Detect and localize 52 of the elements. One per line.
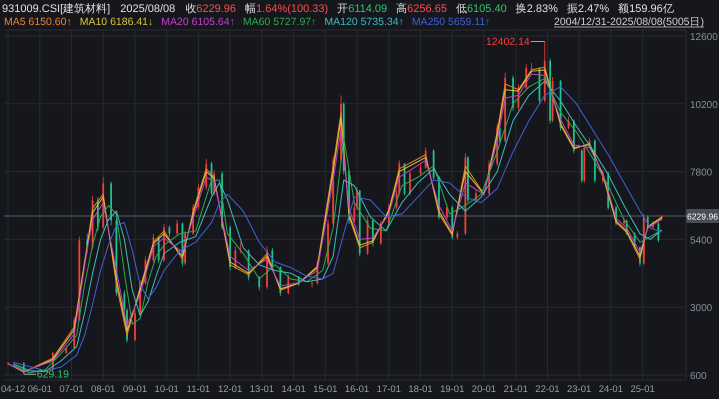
- annotation: 12402.14: [486, 36, 530, 48]
- y-tick-label: 5400: [690, 235, 713, 246]
- x-tick-label: 06-01: [28, 384, 52, 395]
- candlestick: [168, 224, 170, 237]
- annotation: 629.19: [36, 368, 70, 381]
- text: 开6114.09: [337, 3, 388, 15]
- y-tick-label: 3000: [690, 303, 713, 314]
- text: 换2.83%: [516, 3, 558, 15]
- text: 2004/12/31-2025/08/08(5005日): [554, 16, 704, 28]
- x-tick-label: 25-01: [630, 384, 655, 395]
- candlestick: [409, 170, 411, 196]
- text: 收6229.96: [185, 3, 236, 15]
- x-tick-label: 18-01: [408, 384, 433, 395]
- x-tick-label: 24-01: [598, 384, 624, 395]
- text: MA60 5727.97↑: [242, 16, 316, 28]
- text: MA20 6105.64↑: [161, 16, 235, 28]
- x-tick-label: 20-01: [472, 384, 496, 395]
- x-tick-label: 19-01: [440, 384, 464, 395]
- x-tick-label: 14-01: [281, 384, 306, 395]
- candlestick: [420, 164, 422, 176]
- x-tick-label: 10-01: [154, 384, 179, 395]
- x-tick-label: 17-01: [376, 384, 401, 395]
- y-tick-label: 12600: [690, 32, 718, 43]
- x-tick-label: 22-01: [535, 384, 560, 395]
- x-tick-label: 07-01: [59, 384, 84, 395]
- x-tick-label: 23-01: [566, 384, 592, 395]
- x-tick-label: 16-01: [344, 384, 370, 395]
- text: 额159.96亿: [618, 2, 674, 15]
- text: MA5 6150.60↑: [4, 16, 72, 28]
- ref-line-label: 6229.96: [686, 211, 718, 222]
- y-tick-label: 600: [690, 371, 708, 382]
- x-tick-label: 15-01: [313, 384, 338, 395]
- x-tick-label: 04-12: [1, 384, 26, 395]
- x-tick-label: 11-01: [186, 384, 210, 395]
- text: MA10 6186.41↓: [80, 16, 154, 28]
- text: 幅1.64%(100.33): [245, 3, 328, 15]
- x-tick-label: 12-01: [218, 384, 242, 395]
- candlestick: [446, 204, 448, 220]
- chart-title: 931009.CSI[建筑材料]: [2, 2, 110, 15]
- text: MA120 5735.34↑: [324, 16, 404, 28]
- text: MA250 5659.11↑: [412, 16, 490, 28]
- candlestick: [176, 219, 178, 236]
- chart-subtitle: 2025/08/08: [120, 3, 176, 15]
- x-tick-label: 13-01: [250, 384, 274, 395]
- text: 振2.47%: [566, 3, 610, 15]
- text: 高6256.65: [396, 2, 447, 15]
- x-tick-label: 21-01: [504, 384, 528, 395]
- y-tick-label: 10200: [690, 100, 718, 111]
- x-tick-label: 09-01: [122, 384, 148, 395]
- x-tick-label: 08-01: [91, 384, 116, 395]
- text: 低6105.40: [456, 3, 507, 15]
- y-tick-label: 7800: [690, 168, 713, 179]
